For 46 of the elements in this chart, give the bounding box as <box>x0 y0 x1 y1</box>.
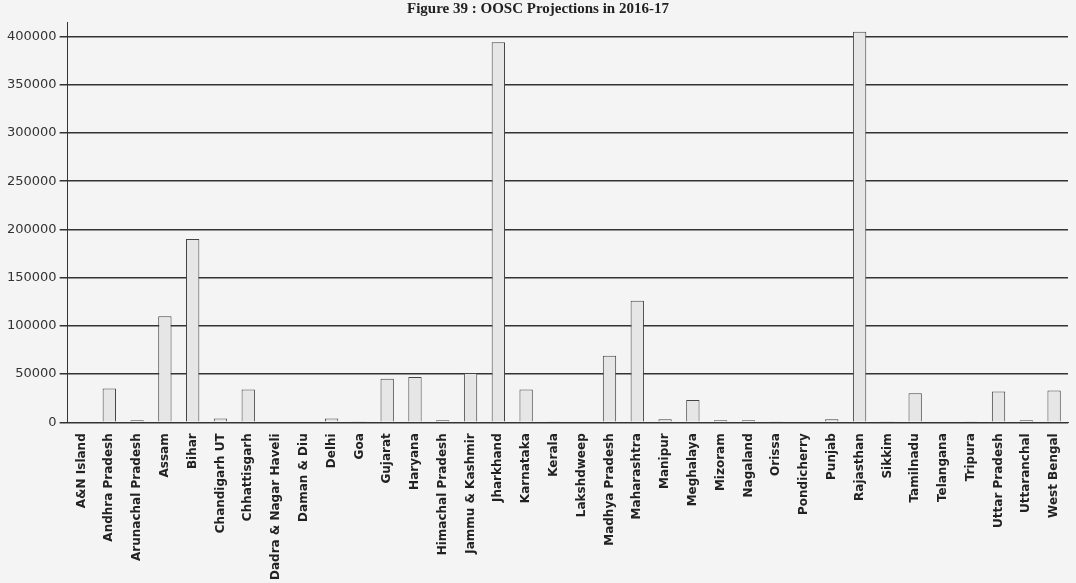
x-tick-label: Orissa <box>768 433 783 476</box>
y-tick-label: 150000 <box>6 268 57 284</box>
x-tick-label: Assam <box>157 433 172 478</box>
x-tick-label: A&N Island <box>73 433 88 509</box>
x-tick-label: Uttaranchal <box>1018 433 1033 514</box>
x-tick-label: Punjab <box>823 432 838 480</box>
x-tick-label: Nagaland <box>740 433 755 498</box>
x-tick-label: Chandigarh UT <box>212 432 227 534</box>
y-tick-label: 0 <box>48 413 57 429</box>
x-tick-label: Maharashtra <box>629 433 644 520</box>
x-tick-label: Kerala <box>546 433 561 477</box>
x-tick-label: Lakshdweep <box>573 432 588 518</box>
x-tick-label: Haryana <box>407 433 422 490</box>
x-tick-label: Madhya Pradesh <box>601 433 616 546</box>
x-tick-label: Mizoram <box>712 433 727 492</box>
x-tick-label: Meghalaya <box>684 433 699 507</box>
x-tick-label: Delhi <box>323 433 338 469</box>
chart-title: Figure 39 : OOSC Projections in 2016-17 <box>406 0 670 17</box>
x-tick-label: Pondicherry <box>796 433 811 516</box>
y-tick-label: 300000 <box>6 124 57 140</box>
y-tick-label: 400000 <box>6 27 57 43</box>
x-tick-label: Bihar <box>184 433 199 470</box>
x-tick-label: Telangana <box>935 433 950 503</box>
x-tick-label: Chhattisgarh <box>240 433 255 522</box>
y-tick-label: 250000 <box>6 172 57 188</box>
y-tick-label: 200000 <box>6 220 57 236</box>
x-tick-label: Himachal Pradesh <box>434 433 449 556</box>
y-tick-label: 50000 <box>15 365 57 381</box>
x-tick-label: Arunachal Pradesh <box>129 433 144 561</box>
x-tick-label: Goa <box>351 433 366 460</box>
x-tick-label: Sikkim <box>879 433 894 479</box>
y-tick-label: 350000 <box>6 76 57 92</box>
x-tick-label: Karnataka <box>518 433 533 504</box>
x-tick-label: Tripura <box>962 433 977 482</box>
x-tick-label: Gujarat <box>379 433 394 484</box>
x-tick-label: Daman & Diu <box>295 433 310 522</box>
x-tick-label: Rajasthan <box>851 433 866 501</box>
x-tick-label: Jammu & Kashmir <box>462 433 477 555</box>
x-tick-label: Tamilnadu <box>907 433 922 503</box>
x-tick-label: West Bengal <box>1046 433 1061 518</box>
x-tick-label: Manipur <box>657 433 672 490</box>
x-tick-label: Uttar Pradesh <box>990 433 1005 528</box>
x-tick-label: Jharkhand <box>490 433 505 504</box>
x-tick-label: Dadra & Nagar Haveli <box>268 433 283 581</box>
y-tick-label: 100000 <box>6 317 57 333</box>
x-tick-label: Andhra Pradesh <box>101 433 116 542</box>
